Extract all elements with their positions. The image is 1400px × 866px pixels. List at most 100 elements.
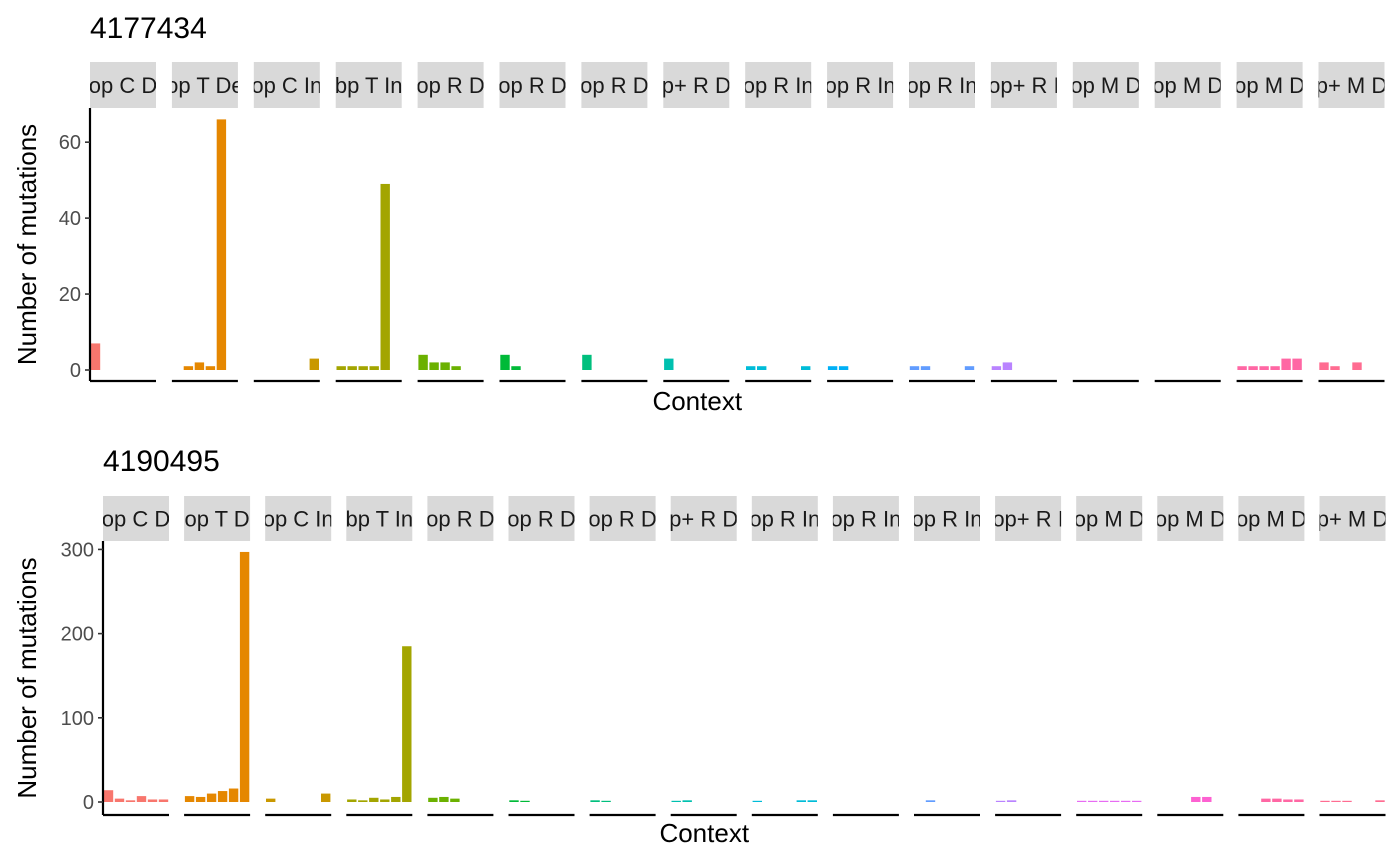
bar xyxy=(1330,366,1340,370)
facet-label: p+ M D xyxy=(1316,73,1388,98)
bar xyxy=(1077,800,1087,802)
bar xyxy=(1272,798,1282,802)
bar xyxy=(183,366,194,370)
bar xyxy=(757,366,767,370)
facet-strip xyxy=(335,62,402,108)
facet-strip xyxy=(1238,496,1305,541)
bar xyxy=(103,790,114,802)
bar xyxy=(1248,366,1258,370)
bar xyxy=(1320,800,1330,802)
bar xyxy=(428,797,438,802)
y-axis-label: Number of mutations xyxy=(12,124,42,365)
bar xyxy=(114,798,125,802)
facet-label: op M D xyxy=(1236,507,1307,532)
bar xyxy=(796,800,806,802)
facet-label: op R In xyxy=(743,73,814,98)
bar xyxy=(439,796,449,802)
facet-strip xyxy=(171,62,238,108)
facet-label: op M D xyxy=(1074,507,1145,532)
y-tick-label: 20 xyxy=(59,284,81,306)
facet-label: op R In xyxy=(907,73,978,98)
bar xyxy=(1099,800,1109,802)
bar xyxy=(664,358,674,370)
facet-label: op R D xyxy=(588,507,656,532)
bar xyxy=(500,354,510,370)
facet-label: op M D xyxy=(1234,73,1305,98)
bar xyxy=(147,799,158,802)
facet-label: op M D xyxy=(1155,507,1226,532)
facet-label: op T D xyxy=(184,507,249,532)
bar xyxy=(206,793,217,802)
facet-label: op R In xyxy=(912,507,983,532)
x-axis-label: Context xyxy=(659,818,749,848)
bar xyxy=(590,800,600,802)
facet-label: op R In xyxy=(749,507,820,532)
bar xyxy=(380,183,390,370)
facet-strip xyxy=(417,62,484,108)
facet-label: op R D xyxy=(507,507,575,532)
bar xyxy=(1259,366,1269,370)
bar xyxy=(509,800,519,802)
facet-label: op C In xyxy=(251,73,322,98)
facet-label: op C D xyxy=(89,73,157,98)
bar xyxy=(136,796,147,802)
facet-label: op R D xyxy=(498,73,566,98)
bar xyxy=(440,362,450,370)
bar xyxy=(429,362,439,370)
bar xyxy=(450,798,460,802)
bar xyxy=(1121,800,1131,802)
facet-strip xyxy=(1154,62,1221,108)
bar xyxy=(358,800,368,802)
bar xyxy=(909,366,920,370)
bar xyxy=(752,800,762,802)
facet-strip xyxy=(581,62,648,108)
bar xyxy=(358,366,368,370)
bar xyxy=(1352,362,1362,370)
facet-label: op+ R I xyxy=(992,507,1064,532)
bar xyxy=(1292,358,1302,370)
bar xyxy=(347,366,357,370)
facet-label: op R D xyxy=(416,73,484,98)
facet-label: op T De xyxy=(166,73,243,98)
bar xyxy=(1283,799,1293,802)
bar xyxy=(184,796,195,802)
bar xyxy=(158,799,169,802)
facet-strip xyxy=(589,496,656,541)
bar xyxy=(1261,798,1271,802)
y-tick-label: 0 xyxy=(70,360,81,382)
bar xyxy=(205,366,216,370)
facet-label: op M D xyxy=(1152,73,1223,98)
bar xyxy=(582,354,592,370)
facet-strip xyxy=(90,62,156,108)
facet-strip xyxy=(909,62,975,108)
facet-strip xyxy=(346,496,413,541)
facet-strip xyxy=(508,496,575,541)
bar xyxy=(1006,800,1017,802)
panel-1-title: 4177434 xyxy=(90,12,207,45)
facet-label: op M D xyxy=(1070,73,1141,98)
bar xyxy=(336,366,346,370)
bar xyxy=(194,362,205,370)
bar xyxy=(216,119,227,371)
bar xyxy=(920,366,931,370)
facet-label: bp T In xyxy=(345,507,413,532)
panel-2-title: 4190495 xyxy=(103,445,220,478)
facet-strip xyxy=(265,496,332,541)
facet-strip xyxy=(1157,496,1224,541)
bar xyxy=(682,800,692,802)
bar xyxy=(347,799,357,802)
facet-strip xyxy=(253,62,320,108)
facet-label: op R In xyxy=(825,73,896,98)
bar xyxy=(1331,800,1341,802)
facet-strip xyxy=(103,496,169,541)
facet-strip xyxy=(499,62,566,108)
bar xyxy=(369,797,379,802)
bar xyxy=(807,800,817,802)
bar xyxy=(90,343,101,370)
bar xyxy=(451,366,461,370)
facet-strip xyxy=(990,62,1057,108)
bar xyxy=(125,800,136,802)
facet-strip xyxy=(995,496,1062,541)
